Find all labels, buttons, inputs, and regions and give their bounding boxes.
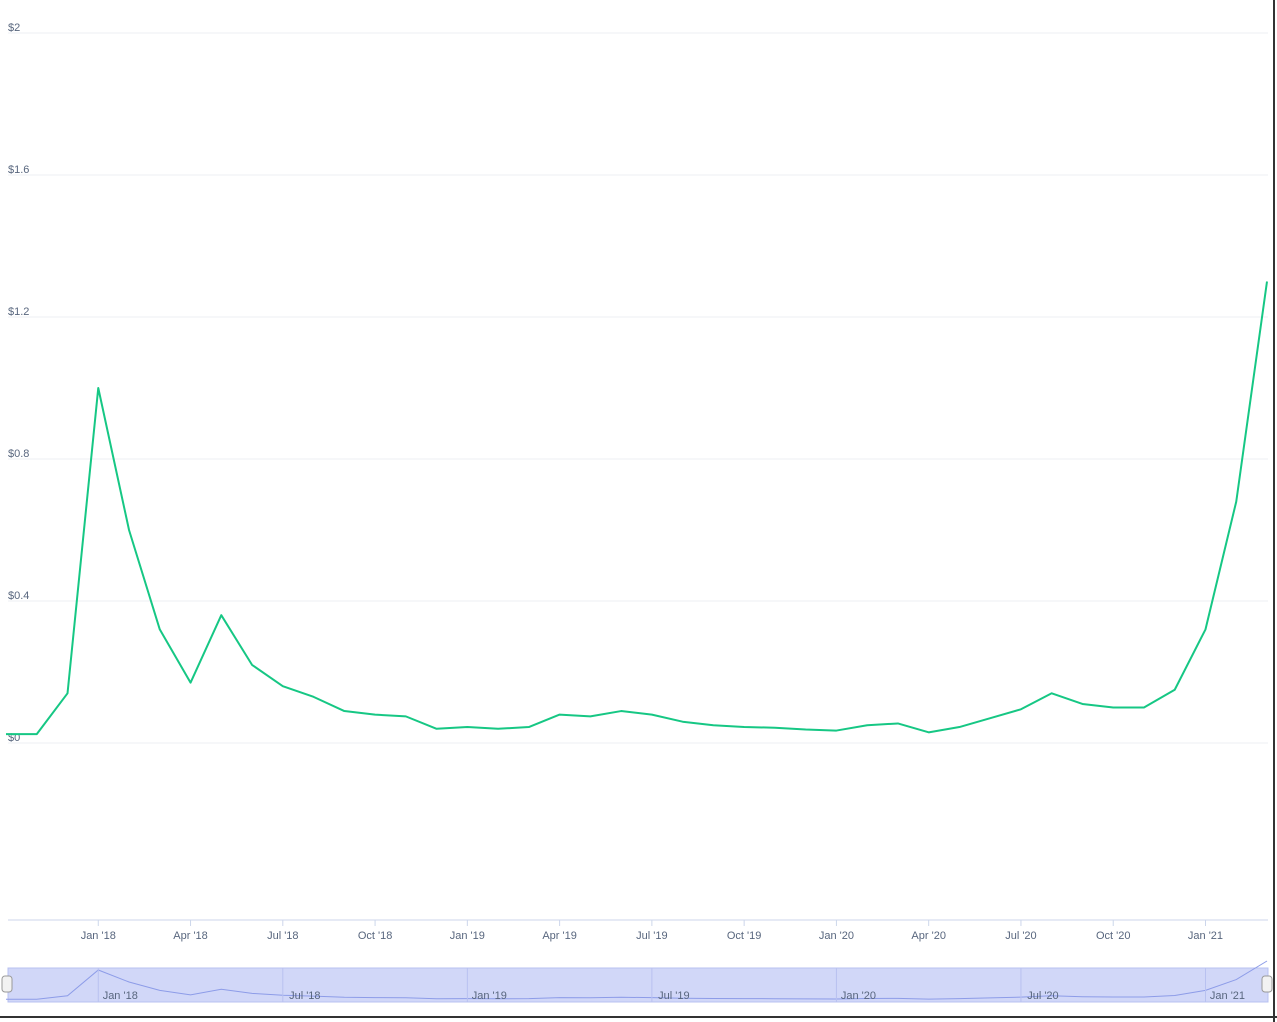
y-tick-label: $2 xyxy=(8,22,20,34)
navigator-label: Jul '18 xyxy=(289,990,320,1002)
x-tick-label: Oct '20 xyxy=(1096,930,1131,942)
x-tick-label: Apr '19 xyxy=(542,930,577,942)
x-tick-label: Jan '19 xyxy=(450,930,485,942)
x-tick-label: Jul '20 xyxy=(1005,930,1036,942)
navigator-label: Jan '19 xyxy=(472,990,507,1002)
x-tick-label: Jul '19 xyxy=(636,930,667,942)
price-line xyxy=(6,281,1268,736)
x-tick-label: Jul '18 xyxy=(267,930,298,942)
x-tick-label: Oct '19 xyxy=(727,930,762,942)
navigator-line xyxy=(6,960,1268,1000)
navigator-label: Jan '21 xyxy=(1210,990,1245,1002)
navigator-handle[interactable] xyxy=(1,975,13,993)
x-tick-label: Jan '21 xyxy=(1188,930,1223,942)
navigator-label: Jul '19 xyxy=(658,990,689,1002)
x-tick-label: Oct '18 xyxy=(358,930,393,942)
x-tick-label: Jan '18 xyxy=(81,930,116,942)
navigator-label: Jul '20 xyxy=(1027,990,1058,1002)
y-tick-label: $0.4 xyxy=(8,590,29,602)
navigator-label: Jan '20 xyxy=(841,990,876,1002)
navigator-handle[interactable] xyxy=(1261,975,1273,993)
navigator-label: Jan '18 xyxy=(103,990,138,1002)
y-tick-label: $1.2 xyxy=(8,306,29,318)
y-tick-label: $0.8 xyxy=(8,448,29,460)
x-tick-label: Jan '20 xyxy=(819,930,854,942)
x-tick-label: Apr '18 xyxy=(173,930,208,942)
x-tick-label: Apr '20 xyxy=(911,930,946,942)
y-tick-label: $1.6 xyxy=(8,164,29,176)
